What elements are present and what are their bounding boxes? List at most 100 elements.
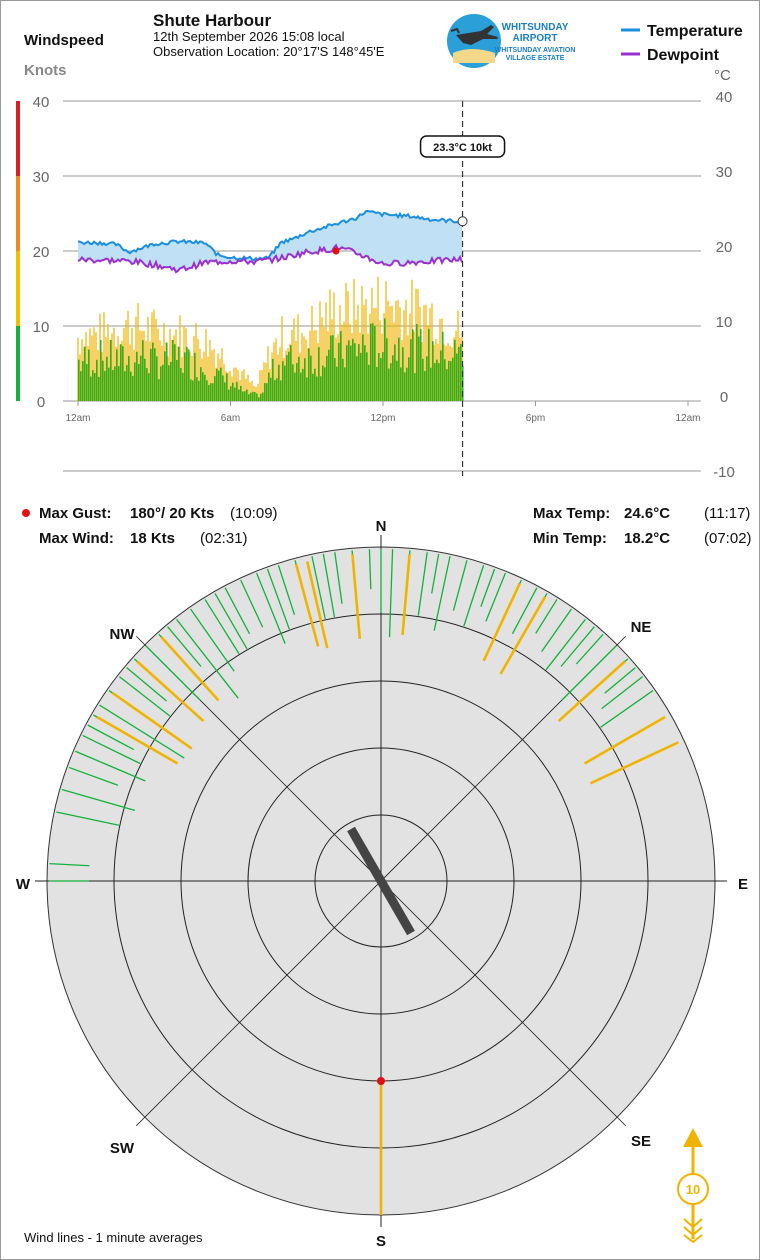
- temp-tick-label: 20: [716, 239, 733, 256]
- rose-gust-line: [111, 691, 193, 750]
- x-tick-label: 6am: [221, 413, 240, 424]
- max-gust-dot: [332, 247, 340, 255]
- rose-mean-direction-bar: [347, 826, 415, 936]
- wind-tick-label: 40: [33, 94, 50, 111]
- temperature-line: [77, 209, 463, 262]
- wind-bars: [77, 276, 464, 401]
- rose-wind-line: [277, 565, 296, 615]
- rose-wind-line: [75, 750, 146, 782]
- rose-gust-line: [583, 715, 666, 765]
- airport-logo: WHITSUNDAY AIRPORT WHITSUNDAY AVIATION V…: [447, 14, 575, 68]
- compass-s-label: S: [376, 1233, 386, 1250]
- rose-wind-line: [388, 549, 394, 638]
- compass-n-label: N: [376, 518, 387, 535]
- logo-line4: VILLAGE ESTATE: [506, 55, 565, 62]
- min-temp-label: Min Temp:: [533, 530, 607, 547]
- rose-gust-line: [351, 554, 362, 640]
- knots-label: Knots: [24, 62, 67, 79]
- x-tick-label: 12am: [65, 413, 90, 424]
- logo-line1: WHITSUNDAY: [502, 22, 569, 33]
- rose-gust-line: [305, 561, 329, 649]
- rose-gust-line: [557, 660, 626, 723]
- rose-wind-line: [433, 556, 451, 631]
- rose-wind-line: [224, 587, 251, 635]
- temp-tick-label: 10: [716, 314, 733, 331]
- rose-wind-line: [480, 568, 496, 607]
- rose-wind-line: [431, 553, 440, 594]
- rose-wind-line: [256, 572, 286, 644]
- rose-wind-line: [535, 599, 558, 634]
- x-tick-label: 12pm: [370, 413, 395, 424]
- compass-se-label: SE: [631, 1133, 651, 1150]
- rose-wind-line: [575, 633, 604, 665]
- rose-wind-line: [56, 811, 119, 826]
- celsius-label: °C: [714, 67, 731, 84]
- rose-wind-line: [87, 724, 135, 751]
- rose-wind-line: [463, 565, 485, 627]
- compass-ne-label: NE: [631, 619, 652, 636]
- logo-line2: AIRPORT: [513, 33, 558, 44]
- rose-wind-line: [126, 667, 167, 702]
- current-temp-marker: [457, 216, 468, 227]
- rose-wind-line: [560, 626, 595, 667]
- max-gust-value: 180°/ 20 Kts: [130, 505, 214, 522]
- rose-wind-line: [334, 552, 343, 604]
- min-temp-time: (07:02): [704, 530, 752, 547]
- rose-wind-line: [511, 587, 538, 635]
- rose-gust-line: [589, 741, 679, 785]
- rose-wind-line: [311, 556, 326, 619]
- max-wind-value: 18 Kts: [130, 530, 175, 547]
- rose-max-gust-dot: [377, 1077, 385, 1085]
- rose-wind-line: [368, 549, 372, 590]
- rose-gust-line: [96, 715, 179, 765]
- max-temp-label: Max Temp:: [533, 505, 610, 522]
- rose-wind-line: [82, 734, 141, 765]
- observation-datetime: 12th September 2026 15:08 local: [153, 29, 345, 44]
- wind-rose: [35, 535, 727, 1227]
- max-temp-time: (11:17): [704, 505, 750, 522]
- max-gust-marker-icon: [22, 509, 30, 517]
- wind-scale-value: 10: [686, 1182, 700, 1197]
- wind-scale-yellow: [16, 251, 20, 326]
- x-tick-label: 12am: [675, 413, 700, 424]
- rose-wind-line: [204, 599, 240, 655]
- wind-tick-label: 10: [33, 319, 50, 336]
- temp-tick-label: 40: [716, 89, 733, 106]
- wind-tick-label: 20: [33, 244, 50, 261]
- compass-sw-label: SW: [110, 1140, 135, 1157]
- legend-dewpoint: Dewpoint: [647, 47, 720, 64]
- temp-dew-fill: [78, 210, 462, 273]
- rose-gust-line: [136, 660, 205, 723]
- windspeed-label: Windspeed: [24, 32, 104, 49]
- rose-wind-line: [266, 568, 290, 630]
- wind-tick-label: 30: [33, 169, 50, 186]
- wind-scale-red: [16, 101, 20, 176]
- temp-tick-label: -10: [713, 464, 735, 481]
- rose-wind-line: [452, 560, 468, 611]
- max-wind-label: Max Wind:: [39, 530, 114, 547]
- rose-wind-line: [417, 552, 428, 616]
- rose-wind-line: [601, 676, 644, 710]
- rose-wind-line: [604, 667, 636, 694]
- wind-scale-orange: [16, 176, 20, 251]
- rose-gust-line: [482, 583, 521, 662]
- dewpoint-line: [77, 243, 463, 274]
- rose-wind-line: [541, 608, 572, 653]
- rose-wind-line: [176, 618, 239, 699]
- timeseries-plot: 0 10 20 30 40 40 30 20 10 0 -10 12am 6am 12pm 6pm 12am 2…: [33, 89, 735, 481]
- rose-wind-line: [167, 626, 202, 667]
- rose-wind-line: [61, 788, 136, 812]
- temp-tick-label: 0: [720, 389, 728, 406]
- observation-location: Observation Location: 20°17'S 148°45'E: [153, 44, 385, 59]
- min-temp-value: 18.2°C: [624, 530, 670, 547]
- compass-e-label: E: [738, 876, 748, 893]
- logo-line3: WHITSUNDAY AVIATION: [495, 47, 576, 54]
- rose-wind-line: [322, 553, 336, 618]
- footer-note: Wind lines - 1 minute averages: [24, 1230, 203, 1245]
- rose-wind-line: [485, 572, 506, 622]
- rose-wind-line: [145, 645, 201, 701]
- wind-scale-green: [16, 326, 20, 401]
- rose-wind-line: [214, 593, 248, 650]
